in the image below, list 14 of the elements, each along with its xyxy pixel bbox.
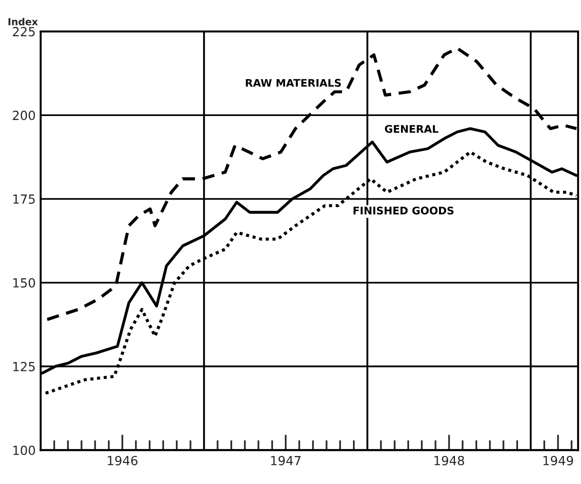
x-tick-label: 1946 bbox=[108, 456, 138, 466]
y-tick-label: 225 bbox=[12, 26, 35, 36]
y-tick-label: 125 bbox=[13, 362, 35, 372]
series-label: FINISHED GOODS bbox=[354, 206, 454, 215]
x-tick-label: 1947 bbox=[271, 456, 301, 466]
y-tick-label: 150 bbox=[13, 278, 35, 288]
y-tick-label: 200 bbox=[12, 110, 35, 120]
x-tick-label: 1948 bbox=[434, 456, 464, 466]
y-tick-label: 175 bbox=[13, 194, 35, 204]
series-label: GENERAL bbox=[384, 124, 438, 133]
y-axis-title: Index bbox=[8, 18, 38, 26]
series-label: RAW MATERIALS bbox=[246, 78, 341, 87]
x-tick-label: 1949 bbox=[543, 456, 574, 466]
y-tick-label: 100 bbox=[13, 446, 35, 456]
